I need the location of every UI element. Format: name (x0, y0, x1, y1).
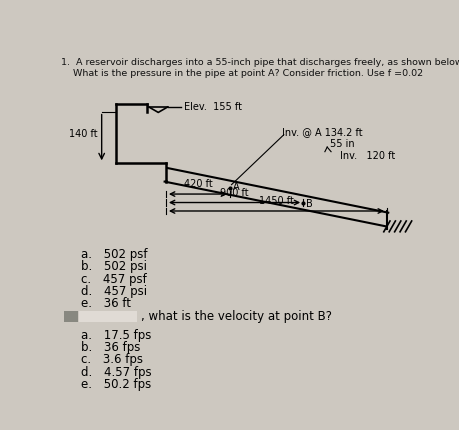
Text: e. 50.2 fps: e. 50.2 fps (81, 378, 151, 391)
Bar (79, 311, 137, 322)
Text: 1.  A reservoir discharges into a 55-inch pipe that discharges freely, as shown : 1. A reservoir discharges into a 55-inch… (61, 58, 459, 67)
Text: B: B (306, 199, 312, 209)
Text: , what is the velocity at point B?: , what is the velocity at point B? (141, 310, 331, 323)
Text: 1450 ft: 1450 ft (258, 197, 293, 206)
Text: 900 ft: 900 ft (220, 188, 248, 198)
Text: Inv.   120 ft: Inv. 120 ft (340, 150, 395, 160)
Text: c. 3.6 fps: c. 3.6 fps (81, 353, 142, 366)
Text: 55 in: 55 in (330, 139, 354, 149)
Bar (63, 311, 78, 322)
Text: 140 ft: 140 ft (69, 129, 98, 138)
Text: What is the pressure in the pipe at point A? Consider friction. Use f =0.02: What is the pressure in the pipe at poin… (61, 68, 423, 77)
Text: a. 17.5 fps: a. 17.5 fps (81, 329, 151, 342)
Text: A: A (233, 182, 239, 192)
Text: a. 502 psf: a. 502 psf (81, 248, 147, 261)
Text: c. 457 psf: c. 457 psf (81, 273, 146, 286)
Text: b. 502 psi: b. 502 psi (81, 260, 146, 273)
Text: d. 4.57 fps: d. 4.57 fps (81, 366, 151, 379)
Text: Elev.  155 ft: Elev. 155 ft (184, 102, 241, 112)
Text: d. 457 psi: d. 457 psi (81, 285, 146, 298)
Text: 420 ft: 420 ft (183, 179, 212, 190)
Text: Inv. @ A 134.2 ft: Inv. @ A 134.2 ft (282, 127, 362, 138)
Text: b. 36 fps: b. 36 fps (81, 341, 140, 354)
Text: e. 36 ft: e. 36 ft (81, 297, 130, 310)
